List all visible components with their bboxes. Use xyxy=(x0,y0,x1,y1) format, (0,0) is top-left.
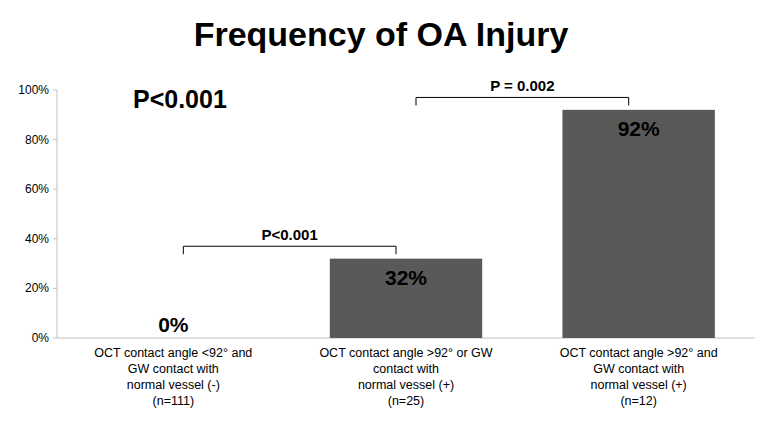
bracket xyxy=(416,97,629,105)
bar xyxy=(330,259,482,338)
x-tick-label: OCT contact angle >92° or GW contact with… xyxy=(319,346,492,408)
bracket xyxy=(183,246,396,254)
label-line: (n=25) xyxy=(388,394,424,408)
data-label: 92% xyxy=(618,117,660,140)
y-tick xyxy=(53,139,57,140)
annotation: P<0.001 xyxy=(133,85,227,113)
x-tick-label: OCT contact angle <92° and GW contact wit… xyxy=(94,346,252,408)
annotation: P = 0.002 xyxy=(490,77,554,94)
label-line: normal vessel (+) xyxy=(358,378,454,392)
label-line: normal vessel (-) xyxy=(127,378,220,392)
data-label: 0% xyxy=(158,313,189,336)
y-tick-label: 60% xyxy=(25,182,49,196)
label-line: GW contact with xyxy=(593,362,684,376)
label-line: (n=111) xyxy=(153,394,195,408)
bars xyxy=(330,110,715,338)
y-tick xyxy=(53,238,57,239)
y-tick-label: 100% xyxy=(18,83,49,97)
annotation: P<0.001 xyxy=(262,226,318,243)
y-tick xyxy=(53,338,57,339)
y-tick xyxy=(53,189,57,190)
label-line: (n=12) xyxy=(620,394,656,408)
label-line: OCT contact angle <92° and xyxy=(94,346,252,360)
y-tick xyxy=(53,90,57,91)
y-axis xyxy=(57,90,58,338)
bar xyxy=(562,110,714,338)
y-tick-label: 0% xyxy=(32,331,50,345)
title: Frequency of OA Injury xyxy=(194,15,569,53)
label-line: contact with xyxy=(373,362,439,376)
y-tick-label: 80% xyxy=(25,133,49,147)
y-tick-label: 40% xyxy=(25,232,49,246)
data-label: 32% xyxy=(385,266,427,289)
label-line: GW contact with xyxy=(128,362,219,376)
bar xyxy=(97,338,249,339)
label-line: OCT contact angle >92° or GW xyxy=(319,346,492,360)
y-tick-label: 20% xyxy=(25,281,49,295)
y-tick xyxy=(53,288,57,289)
label-line: normal vessel (+) xyxy=(591,378,687,392)
chart: Frequency of OA Injury 0% 20% 40% 60% 80% 100%… xyxy=(0,0,762,429)
label-line: OCT contact angle >92° and xyxy=(560,346,718,360)
x-tick-label: OCT contact angle >92° and GW contact wit… xyxy=(560,346,718,408)
